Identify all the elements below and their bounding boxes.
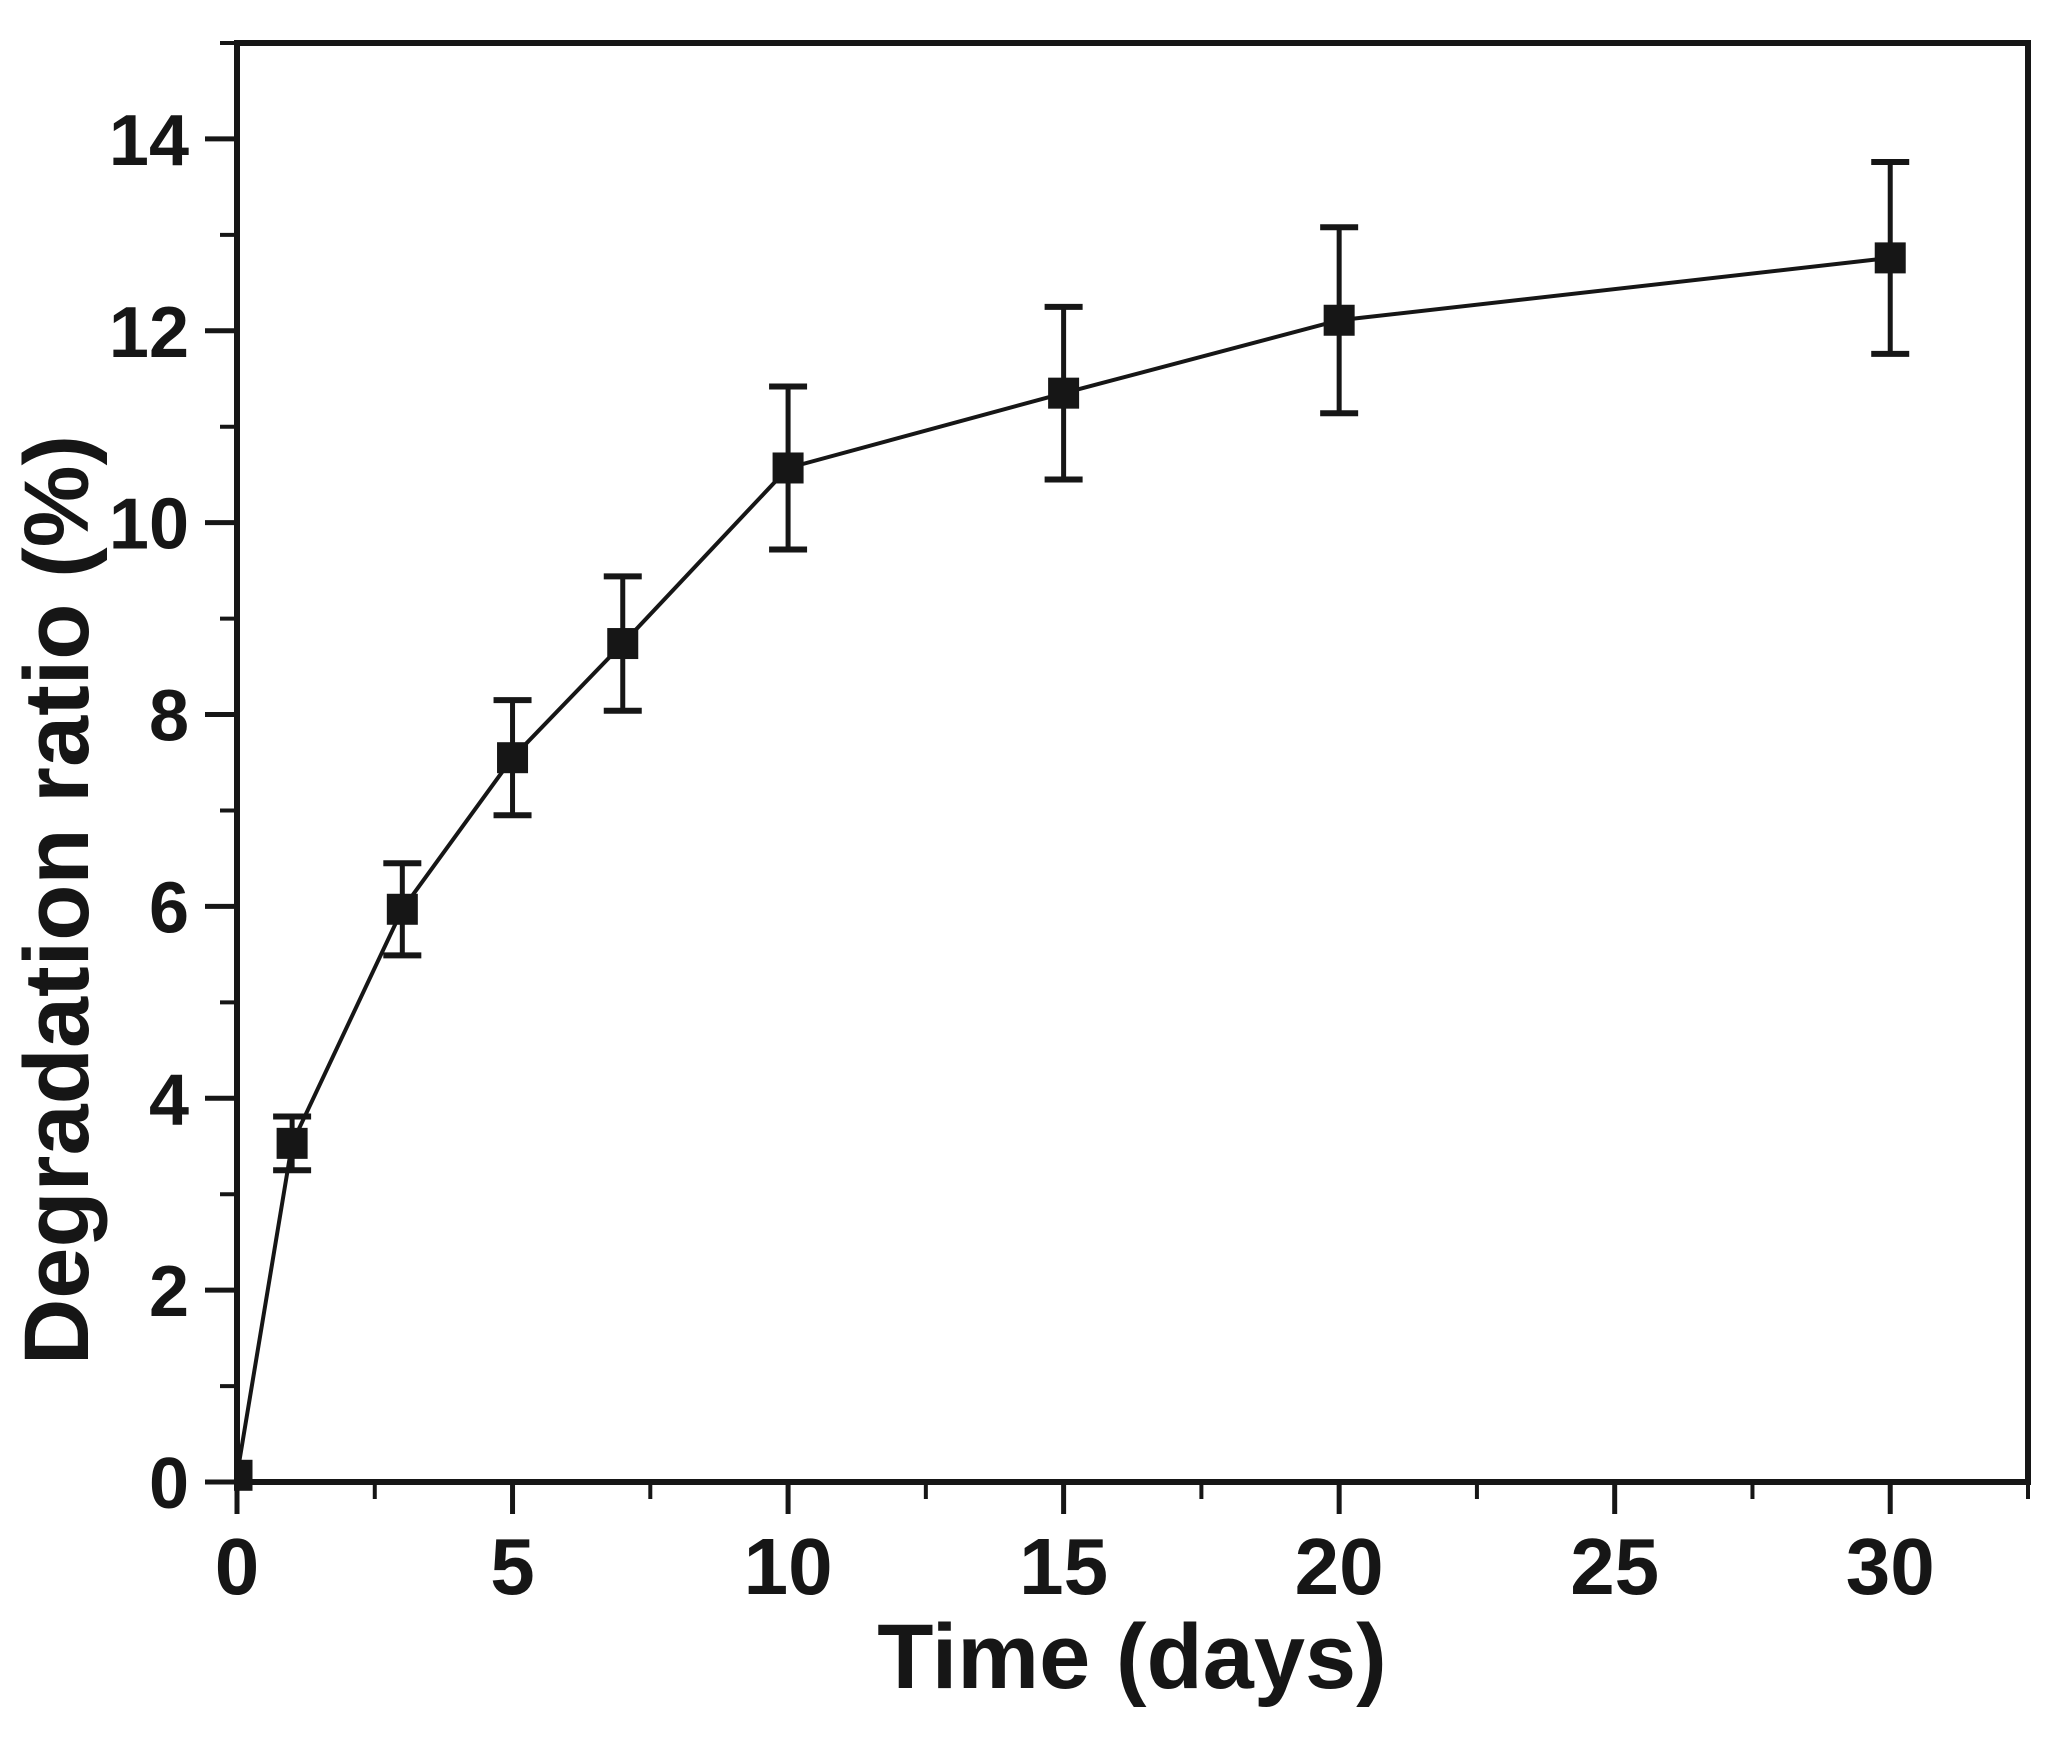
x-tick-label: 30 bbox=[1846, 1522, 1935, 1611]
data-point-marker bbox=[386, 893, 418, 925]
plot-border bbox=[234, 40, 2031, 1485]
x-axis-title: Time (days) bbox=[877, 1606, 1387, 1708]
y-tick-label: 8 bbox=[149, 677, 189, 757]
data-point-marker bbox=[1323, 304, 1355, 336]
x-tick-label: 15 bbox=[1019, 1522, 1108, 1611]
y-tick-label: 4 bbox=[149, 1060, 189, 1140]
data-point-marker bbox=[497, 742, 529, 774]
y-tick-label: 6 bbox=[149, 868, 189, 948]
y-tick-label: 0 bbox=[149, 1444, 189, 1524]
y-axis-title: Degradation ratio (%) bbox=[6, 435, 108, 1365]
y-tick-label: 14 bbox=[109, 101, 189, 181]
y-tick-label: 12 bbox=[109, 293, 189, 373]
data-point-marker bbox=[607, 628, 639, 660]
x-tick-label: 0 bbox=[215, 1522, 260, 1611]
data-series bbox=[234, 158, 1910, 1491]
x-tick-label: 10 bbox=[744, 1522, 833, 1611]
data-point-marker bbox=[276, 1127, 308, 1159]
y-tick-label: 2 bbox=[149, 1252, 189, 1332]
data-point-marker bbox=[234, 1459, 253, 1491]
plot-geometry: 0 5 10 15 20 25 30 0 2 4 6 8 10 12 14 bbox=[109, 40, 2031, 1611]
data-point-marker bbox=[772, 452, 804, 484]
x-tick-label: 5 bbox=[490, 1522, 535, 1611]
y-tick-label: 10 bbox=[109, 485, 189, 565]
x-tick-label: 20 bbox=[1295, 1522, 1384, 1611]
data-point-marker bbox=[1048, 377, 1080, 409]
x-tick-label: 25 bbox=[1570, 1522, 1659, 1611]
data-point-marker bbox=[1874, 242, 1906, 274]
